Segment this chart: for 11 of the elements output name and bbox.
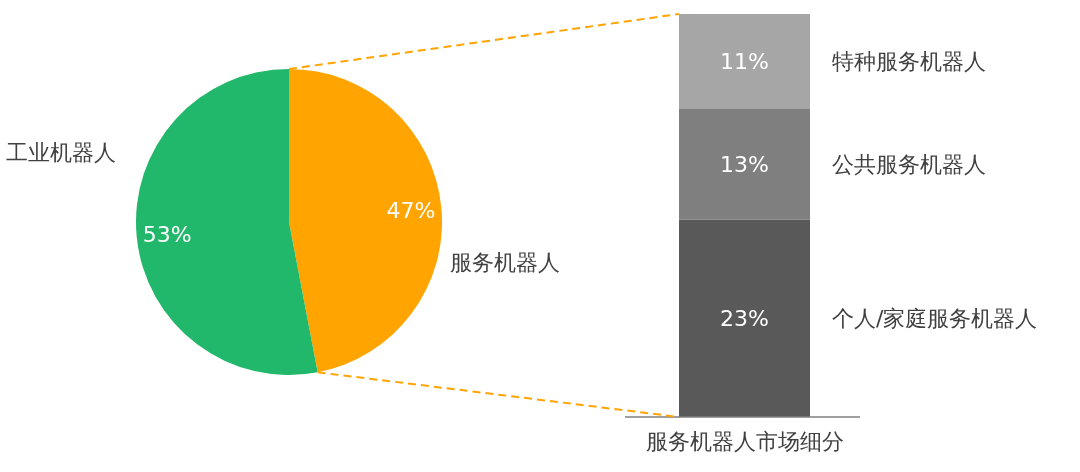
series-label: 公共服务机器人 — [832, 152, 986, 178]
slice-label: 工业机器人 — [6, 140, 116, 165]
series-label: 个人/家庭服务机器人 — [832, 306, 1038, 332]
data-label: 13% — [720, 152, 769, 178]
slice-label: 服务机器人 — [450, 250, 560, 275]
data-label: 47% — [386, 198, 436, 224]
data-label: 53% — [142, 221, 192, 247]
x-tick-label: 服务机器人市场细分 — [645, 429, 844, 454]
data-label: 11% — [720, 49, 769, 75]
data-label: 23% — [720, 306, 769, 332]
series-label: 特种服务机器人 — [832, 49, 986, 75]
